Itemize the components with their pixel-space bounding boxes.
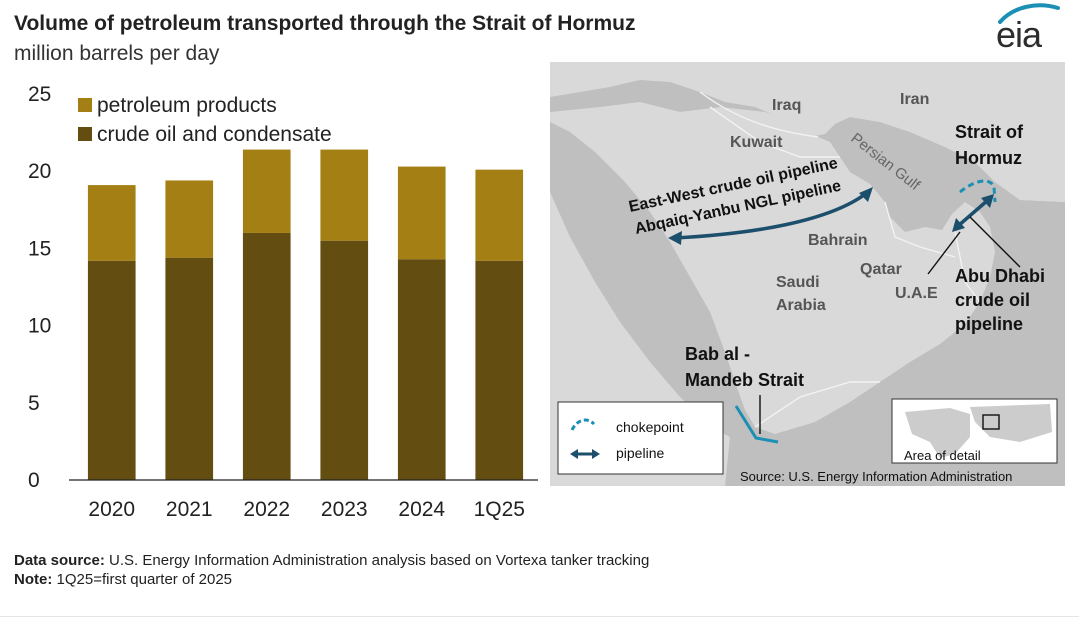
- bar-products-2020: [87, 185, 136, 261]
- label-abu-dhabi-line2: crude oil: [955, 290, 1030, 310]
- inset-map: Area of detail: [891, 398, 1058, 464]
- bar-crude-2022: [242, 232, 291, 480]
- footer-data-source-text: U.S. Energy Information Administration a…: [104, 552, 650, 569]
- label-hormuz-line2: Hormuz: [955, 148, 1022, 168]
- y-tick-label-0: 0: [28, 469, 40, 492]
- label-saudi-line2: Arabia: [776, 297, 826, 314]
- y-tick-label-10: 10: [28, 315, 51, 338]
- bar-products-2022: [242, 149, 291, 233]
- legend-label-0: petroleum products: [97, 94, 277, 117]
- chart-subtitle: million barrels per day: [14, 42, 220, 65]
- map-source: Source: U.S. Energy Information Administ…: [740, 469, 1012, 484]
- label-bab-line2: Mandeb Strait: [685, 370, 804, 390]
- x-tick-label-2021: 2021: [166, 498, 213, 521]
- land-iran-south: [850, 107, 1065, 202]
- footer-data-source: Data source: U.S. Energy Information Adm…: [14, 552, 649, 569]
- map-borders: [699, 91, 981, 428]
- legend-swatch-0: [78, 98, 92, 112]
- bar-chart: 0 5 10 15 20 25 2020 2021 2022 2023 2024 1Q25 petr…: [28, 83, 538, 521]
- x-tick-label-2022: 2022: [243, 498, 290, 521]
- x-tick-label-2023: 2023: [321, 498, 368, 521]
- label-abu-dhabi-line3: pipeline: [955, 314, 1023, 334]
- label-bahrain: Bahrain: [808, 232, 868, 249]
- label-hormuz-line1: Strait of: [955, 122, 1024, 142]
- chokepoint-legend-icon: [570, 418, 596, 431]
- bars-layer: [87, 149, 524, 480]
- label-uae: U.A.E: [895, 285, 938, 302]
- bab-chokepoint-marker: [734, 405, 779, 444]
- label-iran: Iran: [900, 91, 929, 108]
- abu-dhabi-pipeline-arrow: [956, 198, 990, 228]
- map-legend-box: [557, 401, 724, 475]
- pipeline-legend-head-right: [592, 449, 600, 459]
- abu-dhabi-leader-line: [927, 231, 961, 275]
- bar-crude-1Q25: [475, 260, 524, 480]
- footer-note-label: Note:: [14, 571, 53, 588]
- bar-products-2023: [320, 149, 369, 241]
- bar-products-2024: [397, 166, 446, 260]
- y-tick-label-5: 5: [28, 392, 40, 415]
- inset-africa-shape: [905, 408, 970, 458]
- label-abu-dhabi-line1: Abu Dhabi: [955, 266, 1045, 286]
- inset-asia-shape: [970, 404, 1052, 442]
- chokepoint-legend-label: chokepoint: [616, 419, 684, 435]
- footer-note-text: 1Q25=first quarter of 2025: [52, 571, 233, 588]
- abu-dhabi-pipeline-head-west: [952, 218, 965, 232]
- label-iraq: Iraq: [772, 97, 801, 114]
- abu-dhabi-pipeline-head-east: [981, 194, 994, 208]
- inset-label: Area of detail: [904, 448, 981, 463]
- legend-swatch-1: [78, 127, 92, 141]
- chart-legend: petroleum products crude oil and condensa…: [78, 94, 332, 146]
- eia-logo-swoosh-icon: [998, 3, 1060, 24]
- footer-divider: [0, 616, 1079, 617]
- bar-crude-2023: [320, 240, 369, 480]
- footer-note: Note: 1Q25=first quarter of 2025: [14, 571, 232, 588]
- label-qatar: Qatar: [860, 261, 902, 278]
- bar-crude-2020: [87, 260, 136, 480]
- x-tick-label-2020: 2020: [88, 498, 135, 521]
- pipeline-legend-label: pipeline: [616, 445, 664, 461]
- x-tick-label-1Q25: 1Q25: [474, 498, 525, 521]
- region-map: Iraq Iran Kuwait Persian Gulf Bahrain Qa…: [550, 62, 1065, 486]
- bar-products-1Q25: [475, 169, 524, 261]
- east-west-pipeline-arrow: [674, 190, 870, 240]
- bar-products-2021: [165, 180, 214, 258]
- y-tick-label-20: 20: [28, 160, 51, 183]
- east-west-pipeline-head-west: [668, 231, 682, 245]
- pipeline-legend-head-left: [570, 449, 578, 459]
- label-kuwait: Kuwait: [730, 134, 783, 151]
- land-arabia: [550, 102, 995, 434]
- x-axis: 2020 2021 2022 2023 2024 1Q25: [69, 479, 538, 521]
- y-tick-label-25: 25: [28, 83, 51, 106]
- y-axis: 0 5 10 15 20 25: [28, 83, 51, 492]
- chart-title: Volume of petroleum transported through …: [14, 12, 636, 35]
- bar-crude-2024: [397, 259, 446, 480]
- inset-detail-rectangle: [982, 414, 1000, 430]
- x-tick-label-2024: 2024: [398, 498, 445, 521]
- eia-logo-text: eia: [996, 14, 1042, 55]
- hormuz-leader-line: [969, 216, 1021, 268]
- bar-crude-2021: [165, 257, 214, 480]
- footer-data-source-label: Data source:: [14, 552, 105, 569]
- map-legend: chokepoint pipeline: [557, 401, 724, 475]
- y-tick-label-15: 15: [28, 237, 51, 260]
- label-bab-line1: Bab al -: [685, 344, 750, 364]
- east-west-pipeline-head-east: [859, 187, 873, 202]
- hormuz-chokepoint-marker: [959, 179, 997, 203]
- label-saudi-line1: Saudi: [776, 274, 820, 291]
- legend-label-1: crude oil and condensate: [97, 123, 332, 146]
